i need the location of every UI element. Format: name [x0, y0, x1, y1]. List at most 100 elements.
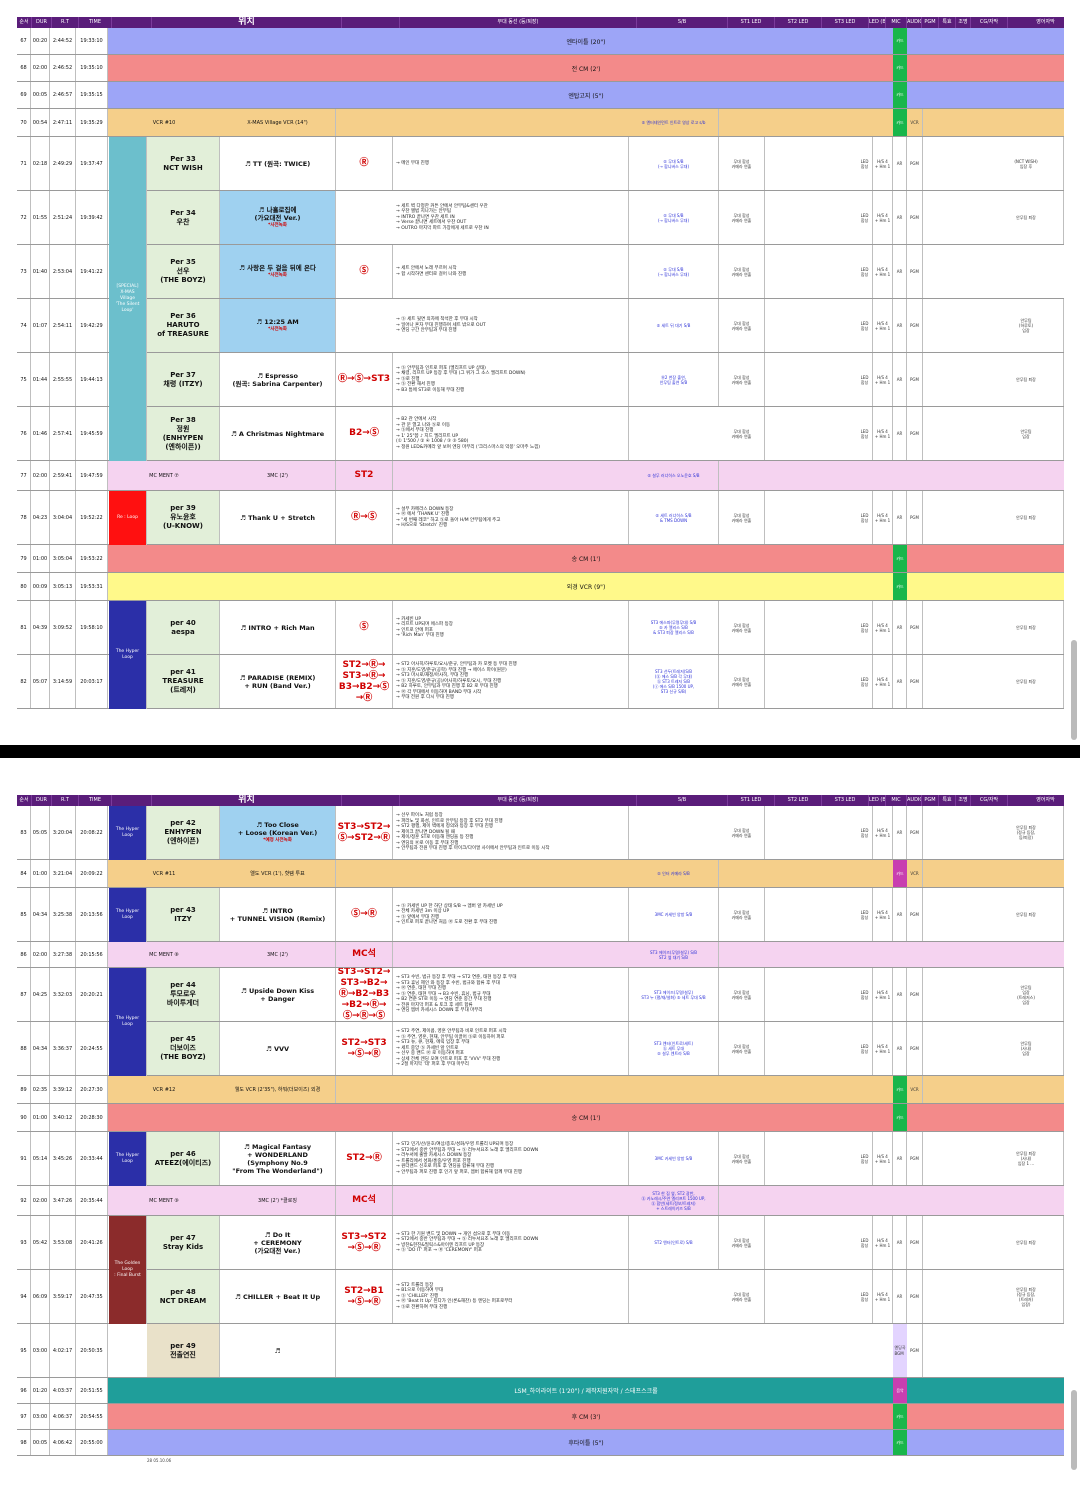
cue-duration: 04:34 [31, 1022, 50, 1075]
cue-row-89[interactable]: 89 02:35 3:39:12 20:27:30 VCR #12 웰도 VCR (2'3… [17, 1076, 1064, 1104]
header-cell: ST1 LED [728, 17, 775, 28]
led-b-note: LED 합성 [857, 1132, 873, 1185]
cue-duration: 03:00 [31, 1324, 50, 1377]
loop-label: The Golden Loop : Final Burst [109, 1216, 147, 1324]
cue-row-71[interactable]: 71 02:18 2:49:29 19:37:47 Per 33 NCT WISH ♬ T… [17, 137, 1064, 191]
standby-note: ⑤ 무대 S/B (→ 합니버스 무대) [629, 191, 719, 244]
cue-row-75[interactable]: 75 01:44 2:55:55 19:44:13 Per 37 채령 (ITZY) ♬ … [17, 353, 1064, 407]
audio-note: AR [893, 1132, 907, 1185]
performer-name: per 44 투모로우 바이투게더 [147, 968, 220, 1021]
english-subtitle-note: 안무팀 퇴장 [989, 491, 1064, 544]
cue-row-93[interactable]: 93 05:42 3:53:08 20:41:26 per 47 Stray Kids ♬… [17, 1216, 1064, 1270]
stage-position: Ⓡ [336, 137, 393, 190]
mic-note: H/S 4 + Hm 1 [873, 299, 893, 352]
cue-running-time: 4:06:37 [50, 1404, 76, 1429]
pgm-cue: VCR [907, 860, 923, 887]
english-subtitle-note: 안무팀 퇴장 (정규 등장, 등/퇴장) [989, 806, 1064, 859]
st1-led-note: 무대 합성 카메라 연출 [719, 191, 765, 244]
cue-row-76[interactable]: 76 01:46 2:57:41 19:45:59 Per 38 정원 (ENHYPEN… [17, 407, 1064, 461]
cue-row-98[interactable]: 98 00:05 4:06:42 20:55:00 후타이틀 (5") 카드 [17, 1430, 1064, 1456]
cue-number: 95 [17, 1324, 31, 1377]
audio-note: AR [893, 968, 907, 1021]
cue-row-79[interactable]: 79 01:00 3:05:04 19:53:22 송 CM (1') 카드 [17, 545, 1064, 573]
cue-number: 83 [17, 806, 31, 859]
mic-note: H/S 4 + Hm 1 [873, 601, 893, 654]
header-cell: PGM [922, 17, 939, 28]
cue-row-82[interactable]: 82 05:07 3:14:59 20:03:17 per 41 TREASURE (트… [17, 655, 1064, 709]
cue-duration: 00:05 [31, 1430, 50, 1455]
stage-directions: → 세트 벽 다정한 커튼 안에서 안무팀&센터 우찬 → 우찬 앨범 지나가는… [393, 191, 629, 244]
cue-row-88[interactable]: 88 04:34 3:36:37 20:24:55 per 45 더보이즈 (THE B… [17, 1022, 1064, 1076]
cue-row-91[interactable]: 91 05:14 3:45:26 20:33:44 per 46 ATEEZ(에이티즈)… [17, 1132, 1064, 1186]
cue-row-90[interactable]: 90 01:00 3:40:12 20:28:30 송 CM (1') 카드 [17, 1104, 1064, 1132]
cue-row-86[interactable]: 86 02:00 3:27:38 20:15:56 MC MENT ⑧ 3MC (2') M… [17, 942, 1064, 968]
st1-led-note: 무대 합성 카메라 연출 [719, 1216, 765, 1269]
led-b-note: LED 합성 [857, 137, 873, 190]
cue-row-78[interactable]: 78 04:23 3:04:04 19:52:22 per 39 유노윤호 (U-KNO… [17, 491, 1064, 545]
song-title: ♬ [220, 1324, 336, 1377]
cue-row-87[interactable]: 87 04:25 3:32:03 20:20:21 per 44 투모로우 바이투게더 ♬… [17, 968, 1064, 1022]
cue-row-84[interactable]: 84 01:00 3:21:04 20:09:22 VCR #11 엘도 VCR (1')… [17, 860, 1064, 888]
cue-row-69[interactable]: 69 00:05 2:46:57 19:35:15 엔탑고지 (5") 카드 [17, 82, 1064, 109]
cue-running-time: 4:06:42 [50, 1430, 76, 1455]
mic-note: H/S 4 + Hm 1 [873, 806, 893, 859]
song-name: ♬ Espresso (원곡: Sabrina Carpenter) [232, 371, 323, 388]
cue-row-67[interactable]: 67 00:20 2:44:52 19:33:10 엔타이틀 (20") 카드 [17, 28, 1064, 55]
stage-position: ST2→ST3 →Ⓢ→Ⓡ [336, 1022, 393, 1075]
cue-row-94[interactable]: 94 06:09 3:59:17 20:47:35 per 48 NCT DREAM ♬ … [17, 1270, 1064, 1324]
cue-row-73[interactable]: 73 01:40 2:53:04 19:41:22 Per 35 선우 (THE BOY… [17, 245, 1064, 299]
cue-number: 76 [17, 407, 31, 460]
cue-row-81[interactable]: 81 04:39 3:09:52 19:58:10 per 40 aespa ♬ INTR… [17, 601, 1064, 655]
cue-row-74[interactable]: 74 01:07 2:54:11 19:42:29 Per 36 HARUTO of T… [17, 299, 1064, 353]
segment-content: 3MC (2') *클로징 [220, 1186, 336, 1215]
song-name: ♬ Upside Down Kiss + Danger [240, 986, 315, 1003]
performer-name: Per 34 우찬 [147, 191, 220, 244]
performer-name: per 46 ATEEZ(에이티즈) [147, 1132, 220, 1185]
header-cell: PGM [922, 795, 939, 806]
cue-row-70[interactable]: 70 00:54 2:47:11 19:35:29 VCR #10 X-MAS Villa… [17, 109, 1064, 137]
cue-running-time: 4:03:37 [50, 1378, 76, 1403]
audio-note: AR [893, 299, 907, 352]
scrollbar-thumb[interactable] [1071, 640, 1077, 740]
pgm-note: PGM [907, 806, 923, 859]
mic-note: H/S 4 + Hm 1 [873, 968, 893, 1021]
header-cell: R.T [52, 795, 79, 806]
cue-duration: 05:07 [31, 655, 50, 708]
cue-row-96[interactable]: 96 01:20 4:03:37 20:51:55 LSM_하이라이트 (1'20") … [17, 1378, 1064, 1404]
cue-number: 94 [17, 1270, 31, 1323]
cue-row-68[interactable]: 68 02:00 2:46:52 19:35:10 전 CM (2') 카드 [17, 55, 1064, 82]
band-background [108, 942, 1064, 967]
st1-led-note: 무대 합성 카메라 연출 [719, 806, 765, 859]
cue-row-83[interactable]: 83 05:05 3:20:04 20:08:22 per 42 ENHYPEN (엔하… [17, 806, 1064, 860]
standby-note: 3MC 카세빈 양방 S/B [629, 888, 719, 941]
cue-number: 85 [17, 888, 31, 941]
standby-note: ⑤ 엔터테인먼트 인트로 영상 로고 s/b [629, 109, 719, 136]
cue-number: 69 [17, 82, 31, 108]
stage-position: MC석 [336, 942, 393, 967]
cue-duration: 01:00 [31, 860, 50, 887]
song-title: ♬ INTRO + TUNNEL VISION (Remix) [220, 888, 336, 941]
stage-position: ST3→ST2→ Ⓢ→ST2→Ⓡ [336, 806, 393, 859]
mic-note: H/S 4 + Hm 1 [873, 245, 893, 298]
cue-row-77[interactable]: 77 02:00 2:59:41 19:47:59 MC MENT ⑦ 3MC (2') S… [17, 461, 1064, 491]
cue-row-97[interactable]: 97 03:00 4:06:37 20:54:55 후 CM (3') 카드 [17, 1404, 1064, 1430]
cue-running-time: 3:21:04 [50, 860, 76, 887]
loop-label: Re : Loop [109, 491, 147, 545]
st1-led-note: 무대 합성 카메라 연출 [719, 245, 765, 298]
cue-row-92[interactable]: 92 02:00 3:47:26 20:35:44 MC MENT ⑨ 3MC (2') … [17, 1186, 1064, 1216]
cue-row-72[interactable]: 72 01:55 2:51:24 19:39:42 Per 34 우찬 ♬ 나흘로집에 (… [17, 191, 1064, 245]
header-cell: CG/자막 [971, 795, 1008, 806]
header-cell: S/B [637, 17, 728, 28]
cue-duration: 02:00 [31, 1186, 50, 1215]
scrollbar-thumb[interactable] [1071, 1390, 1077, 1470]
performer-name: per 48 NCT DREAM [147, 1270, 220, 1323]
cue-duration: 05:42 [31, 1216, 50, 1269]
standby-note: ⑤ 무대 S/B (→ 합니버스 무대) [629, 245, 719, 298]
mic-note: H/S 4 + Hm 1 [873, 1022, 893, 1075]
cue-row-80[interactable]: 80 00:09 3:05:13 19:53:31 외경 VCR (9") 카드 [17, 573, 1064, 601]
cue-row-95[interactable]: 95 03:00 4:02:17 20:50:35 per 49 전출연진 ♬ 엔딩곡 BG… [17, 1324, 1064, 1378]
cue-clock-time: 20:35:44 [76, 1186, 108, 1215]
prerecord-note: *사전녹화 [268, 222, 287, 228]
cue-row-85[interactable]: 85 04:34 3:25:38 20:13:56 per 43 ITZY ♬ INTRO… [17, 888, 1064, 942]
cue-duration: 01:00 [31, 1104, 50, 1131]
